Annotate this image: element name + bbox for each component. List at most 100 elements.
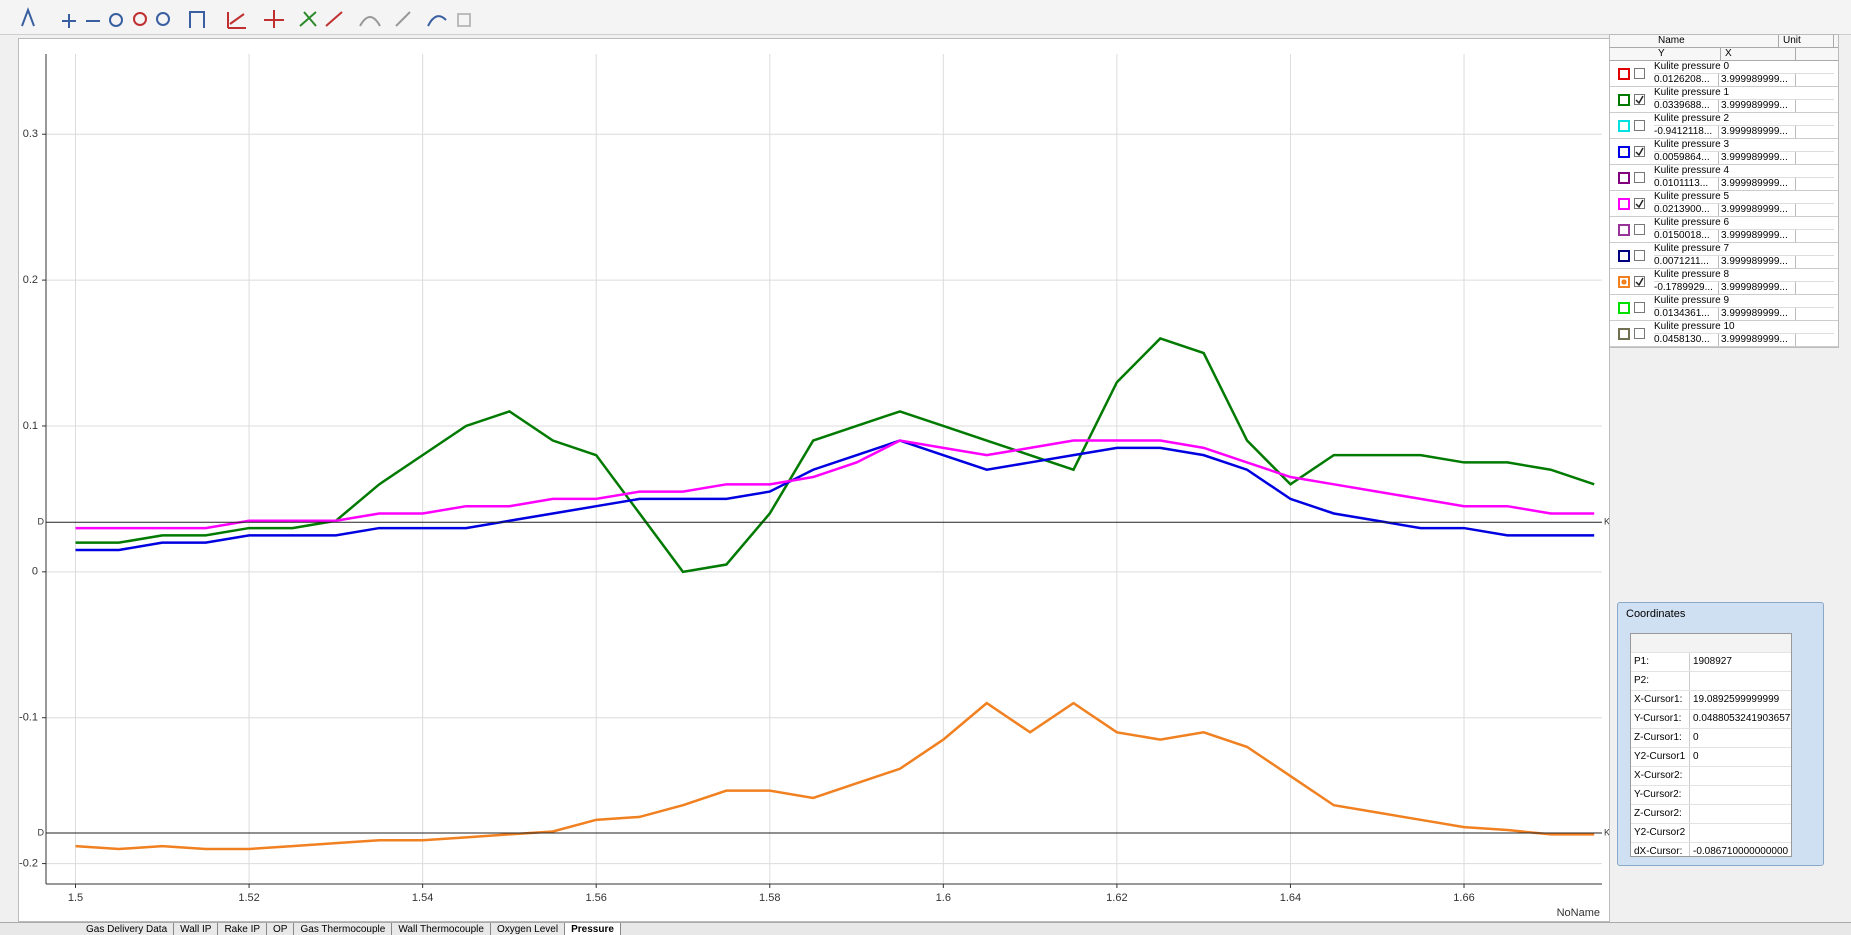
channel-y: 0.0339688... xyxy=(1654,100,1719,112)
coord-value xyxy=(1690,672,1791,690)
channel-x: 3.999989999... xyxy=(1721,74,1796,86)
channel-x: 3.999989999... xyxy=(1721,282,1796,294)
fit-tool[interactable] xyxy=(427,15,447,27)
coord-row: Y-Cursor2: xyxy=(1631,786,1791,805)
coordinates-table: P1: 1908927 P2: X-Cursor1: 19.0892599999999 Y… xyxy=(1630,633,1792,857)
color-swatch xyxy=(1618,250,1630,262)
channel-name: Kulite pressure 7 xyxy=(1654,243,1834,256)
coord-label: Z-Cursor1: xyxy=(1631,729,1690,747)
channel-x: 3.999989999... xyxy=(1721,204,1796,216)
marker-tool[interactable] xyxy=(299,11,317,27)
coord-label: Z-Cursor2: xyxy=(1631,805,1690,823)
visibility-checkbox[interactable] xyxy=(1634,198,1645,209)
x-tick-label: 1.66 xyxy=(1453,892,1474,904)
color-swatch xyxy=(1618,94,1630,106)
channel-x: 3.999989999... xyxy=(1721,100,1796,112)
visibility-checkbox[interactable] xyxy=(1634,224,1645,235)
cursor-label: K xyxy=(1604,517,1609,527)
x-tick-label: 1.56 xyxy=(585,892,606,904)
toolbar xyxy=(0,0,1851,35)
y-tick-label: -0.2 xyxy=(19,857,38,869)
visibility-checkbox[interactable] xyxy=(1634,146,1645,157)
coordinates-title: Coordinates xyxy=(1626,608,1686,620)
pan[interactable] xyxy=(109,13,123,27)
visibility-checkbox[interactable] xyxy=(1634,172,1645,183)
x-tick-label: 1.5 xyxy=(68,892,83,904)
zoom-box[interactable] xyxy=(156,12,170,26)
coord-row: Z-Cursor1: 0 xyxy=(1631,729,1791,748)
visibility-checkbox[interactable] xyxy=(1634,94,1645,105)
coord-row: Y2-Cursor2 xyxy=(1631,824,1791,843)
channel-y: 0.0134361... xyxy=(1654,308,1719,320)
x-axis-label: NoName xyxy=(1557,907,1600,919)
visibility-checkbox[interactable] xyxy=(1634,120,1645,131)
x-tick-label: 1.62 xyxy=(1106,892,1127,904)
channel-name: Kulite pressure 2 xyxy=(1654,113,1834,126)
tab[interactable]: Gas Thermocouple xyxy=(294,923,393,935)
channel-panel: Name Unit Y X Kulite pressure 0 0.0126208... 3… xyxy=(1609,34,1839,348)
color-swatch xyxy=(1618,198,1630,210)
tab[interactable]: Gas Delivery Data xyxy=(80,923,175,935)
axis-tool[interactable] xyxy=(189,11,205,28)
channel-name: Kulite pressure 9 xyxy=(1654,295,1834,308)
tab[interactable]: Wall Thermocouple xyxy=(392,923,491,935)
coord-row: Y-Cursor1: 0.0488053241903657 xyxy=(1631,710,1791,729)
channel-x: 3.999989999... xyxy=(1721,256,1796,268)
coord-label: Y-Cursor1: xyxy=(1631,710,1690,728)
x-tick-label: 1.6 xyxy=(936,892,951,904)
curve-tool-2[interactable] xyxy=(395,11,411,27)
tab[interactable]: Wall IP xyxy=(174,923,219,935)
channel-row: Kulite pressure 4 0.0101113... 3.999989999… xyxy=(1610,165,1838,191)
mute-tool[interactable] xyxy=(457,13,471,27)
channel-y: 0.0101113... xyxy=(1654,178,1719,190)
y-tick-label: 0.1 xyxy=(23,420,38,432)
curve-tool[interactable] xyxy=(359,16,381,27)
visibility-checkbox[interactable] xyxy=(1634,276,1645,287)
color-swatch xyxy=(1618,328,1630,340)
y-tick-label: 0.2 xyxy=(23,274,38,286)
coord-label: P2: xyxy=(1631,672,1690,690)
color-swatch xyxy=(1618,68,1630,80)
visibility-checkbox[interactable] xyxy=(1634,250,1645,261)
cursor-tool[interactable] xyxy=(264,10,284,28)
channel-row: Kulite pressure 1 0.0339688... 3.999989999… xyxy=(1610,87,1838,113)
channel-y: 0.0213900... xyxy=(1654,204,1719,216)
channel-y: -0.1789929... xyxy=(1654,282,1719,294)
channel-row: Kulite pressure 6 0.0150018... 3.999989999… xyxy=(1610,217,1838,243)
visibility-checkbox[interactable] xyxy=(1634,68,1645,79)
zoom-reset[interactable] xyxy=(133,12,147,26)
tab[interactable]: Oxygen Level xyxy=(491,923,566,935)
visibility-checkbox[interactable] xyxy=(1634,302,1645,313)
y-tick-label: 0 xyxy=(32,566,38,578)
x-tick-label: 1.64 xyxy=(1280,892,1301,904)
color-swatch xyxy=(1618,172,1630,184)
toolbar-icons xyxy=(21,7,471,29)
channel-name: Kulite pressure 5 xyxy=(1654,191,1834,204)
channel-row: Kulite pressure 0 0.0126208... 3.999989999… xyxy=(1610,61,1838,87)
zoom-in[interactable] xyxy=(62,14,76,28)
chart: 1.5 1.52 1.54 1.56 1.58 1.6 1.62 1.64 1.66 -0.2 -0… xyxy=(19,54,1610,919)
tab[interactable]: Rake IP xyxy=(218,923,268,935)
color-swatch xyxy=(1618,224,1630,236)
axis-tool-2[interactable] xyxy=(227,12,246,29)
marker-tool-2[interactable] xyxy=(325,11,343,27)
tab[interactable]: OP xyxy=(267,923,295,935)
channel-name: Kulite pressure 10 xyxy=(1654,321,1834,334)
color-swatch xyxy=(1618,146,1630,158)
channel-row: Kulite pressure 2 -0.9412118... 3.99998999… xyxy=(1610,113,1838,139)
header-name: Name xyxy=(1654,35,1779,47)
coord-label: X-Cursor2: xyxy=(1631,767,1690,785)
channel-row: Kulite pressure 9 0.0134361... 3.999989999… xyxy=(1610,295,1838,321)
coord-label: Y2-Cursor2 xyxy=(1631,824,1690,842)
visibility-checkbox[interactable] xyxy=(1634,328,1645,339)
tool-icon[interactable] xyxy=(21,7,35,27)
tab[interactable]: Pressure xyxy=(565,923,621,935)
channel-row: Kulite pressure 3 0.0059864... 3.999989999… xyxy=(1610,139,1838,165)
header-y: Y xyxy=(1654,48,1721,60)
channel-name: Kulite pressure 1 xyxy=(1654,87,1834,100)
header-unit: Unit xyxy=(1779,35,1834,47)
channel-x: 3.999989999... xyxy=(1721,152,1796,164)
channel-y: 0.0150018... xyxy=(1654,230,1719,242)
